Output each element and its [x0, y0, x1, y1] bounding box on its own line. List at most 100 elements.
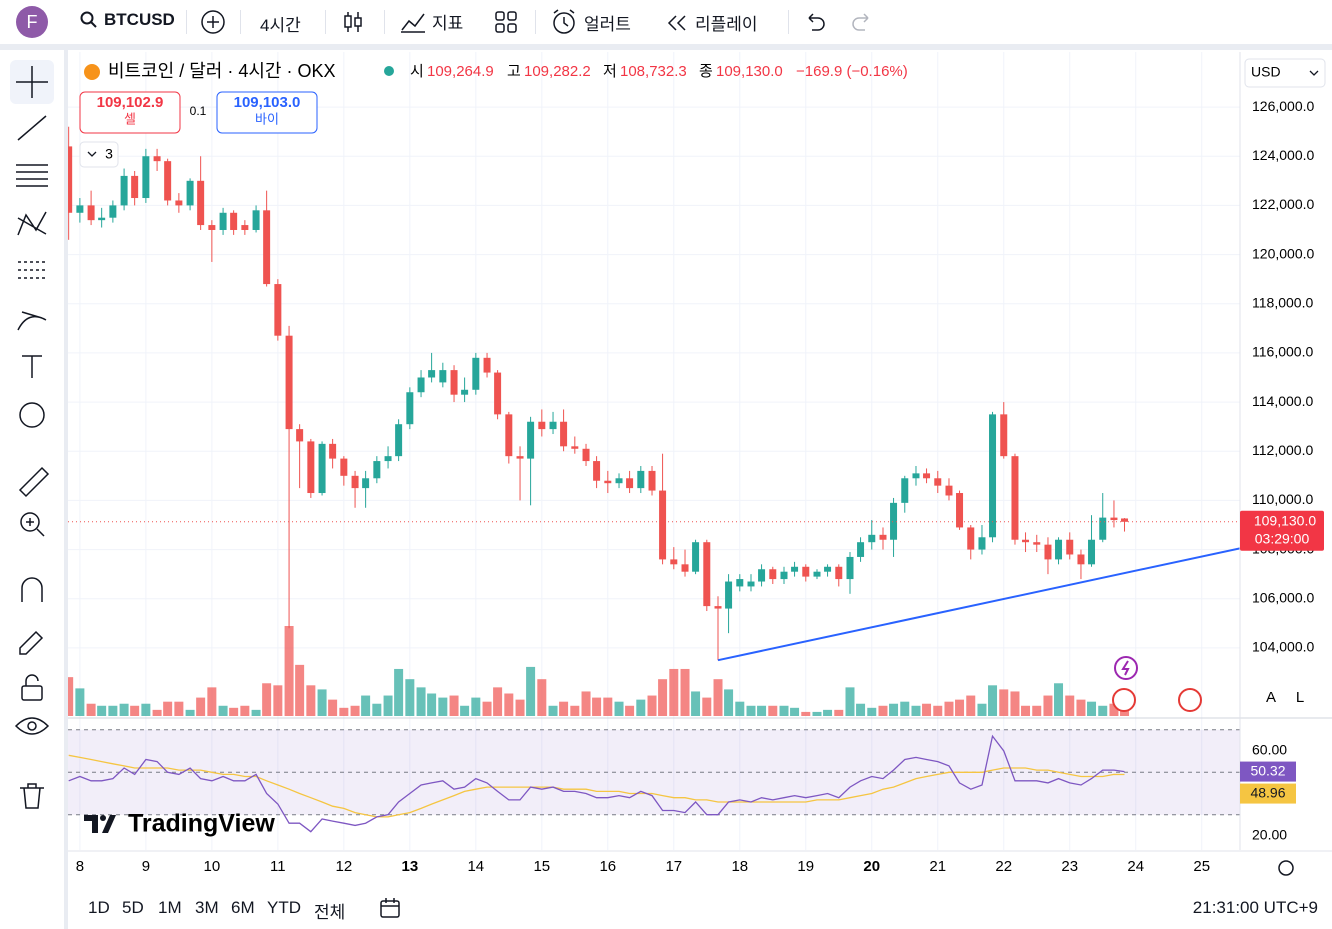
volume-bar [702, 697, 712, 716]
rsi-pane [68, 729, 1240, 833]
candle-body [1066, 539, 1074, 555]
auto-scale-button[interactable] [1259, 686, 1283, 710]
indicators-button[interactable]: 지표 [400, 9, 463, 34]
candle-body [1044, 544, 1052, 560]
lock-tool[interactable] [21, 685, 43, 701]
candle-body [791, 566, 799, 572]
volume-bar [1065, 695, 1075, 716]
x-tick-label: 19 [797, 858, 814, 875]
sell-button[interactable] [79, 91, 181, 134]
volume-bar [548, 705, 558, 716]
add-symbol[interactable] [200, 9, 226, 35]
range-button[interactable]: 전체 [314, 903, 346, 922]
avatar[interactable]: F [16, 6, 48, 38]
range-button[interactable]: 6M [231, 898, 255, 917]
range-button[interactable]: 3M [195, 898, 219, 917]
volume-bar [581, 691, 591, 716]
candle-body [692, 542, 700, 572]
candle-body [802, 566, 810, 577]
y-tick-label: 126,000.0 [1252, 98, 1314, 114]
volume-bar [1098, 705, 1108, 716]
range-button[interactable]: 5D [122, 898, 144, 917]
separator [535, 10, 536, 34]
emoji-tool[interactable] [19, 402, 45, 428]
x-tick-label: 24 [1127, 858, 1144, 875]
chevron [87, 151, 97, 157]
log-scale-button[interactable] [1288, 686, 1312, 710]
buy-button[interactable] [216, 91, 318, 134]
chart-type[interactable] [340, 9, 366, 35]
axis-settings[interactable] [1278, 860, 1294, 876]
candle-body [1121, 518, 1129, 522]
symbol-search[interactable]: BTCUSD [80, 10, 175, 30]
y-tick-label: 118,000.0 [1252, 294, 1313, 310]
alerts-label: 얼러트 [584, 14, 631, 34]
us-event-icon[interactable] [1178, 688, 1202, 712]
magnet-tool[interactable] [21, 577, 43, 602]
volume-bar [1043, 695, 1053, 716]
candle-body [681, 564, 689, 572]
visibility-tool[interactable] [14, 717, 50, 735]
pattern-tool[interactable] [17, 211, 47, 236]
volume-bar [416, 687, 426, 716]
trendline-tool[interactable] [17, 115, 47, 141]
candle-body [747, 581, 755, 587]
candle-body [714, 606, 722, 609]
redo[interactable] [850, 10, 874, 34]
us-event-icon[interactable] [1112, 688, 1136, 712]
candle-body [384, 456, 392, 462]
indicator-toggle[interactable] [79, 141, 119, 168]
volume-bar [691, 691, 701, 716]
candle-body [153, 156, 161, 162]
volume-bar [537, 679, 547, 716]
goto-date[interactable] [378, 896, 402, 920]
volume-bar [592, 697, 602, 716]
volume-bar [1054, 683, 1064, 716]
brush-tool[interactable] [17, 311, 47, 331]
zoom-tool[interactable] [20, 512, 40, 532]
candle-body [758, 569, 766, 582]
x-tick-label: 16 [599, 858, 616, 875]
separator [788, 10, 789, 34]
undo[interactable] [803, 10, 827, 34]
x-tick-label: 17 [665, 858, 682, 875]
x-tick-label: 9 [142, 858, 150, 875]
layouts[interactable] [494, 10, 518, 34]
candle-body [1055, 539, 1063, 560]
prediction-tool[interactable] [18, 261, 46, 279]
volume-bar [152, 709, 162, 716]
lock-draw-tool[interactable] [19, 630, 44, 655]
volume-bar [207, 687, 217, 716]
range-button[interactable]: 1M [158, 898, 182, 917]
text-tool[interactable] [22, 355, 42, 378]
interval[interactable]: 4시간 [260, 16, 301, 35]
replay-button[interactable]: 리플레이 [665, 10, 758, 35]
candle-body [68, 146, 73, 213]
candle-body [582, 448, 590, 462]
indicators-label: 지표 [432, 14, 464, 33]
x-tick-label: 25 [1193, 858, 1210, 875]
x-tick-label: 22 [995, 858, 1012, 875]
volume-bar [647, 695, 657, 716]
volume-bar [1032, 705, 1042, 716]
separator [384, 10, 385, 34]
range-button[interactable]: YTD [267, 898, 301, 917]
candle-body [1000, 414, 1008, 457]
currency-select[interactable] [1244, 58, 1326, 88]
candle-body [725, 581, 733, 609]
range-button[interactable]: 1D [88, 898, 110, 917]
close-value: 109,130.0 [716, 63, 783, 80]
measure-tool[interactable] [18, 466, 50, 498]
alerts-button[interactable]: 얼러트 [550, 8, 631, 36]
currency: USD [1251, 64, 1281, 80]
volume-bar [625, 705, 635, 716]
high-label: 고 [507, 63, 521, 80]
volume-bar [614, 701, 624, 716]
candle-body [670, 559, 678, 565]
candle-body [417, 377, 425, 393]
volume-bar [240, 705, 250, 716]
crosshair-tool[interactable] [16, 66, 48, 98]
delete-tool[interactable] [20, 783, 44, 809]
y-tick-label: 122,000.0 [1252, 196, 1314, 212]
fib-tool[interactable] [16, 164, 48, 187]
